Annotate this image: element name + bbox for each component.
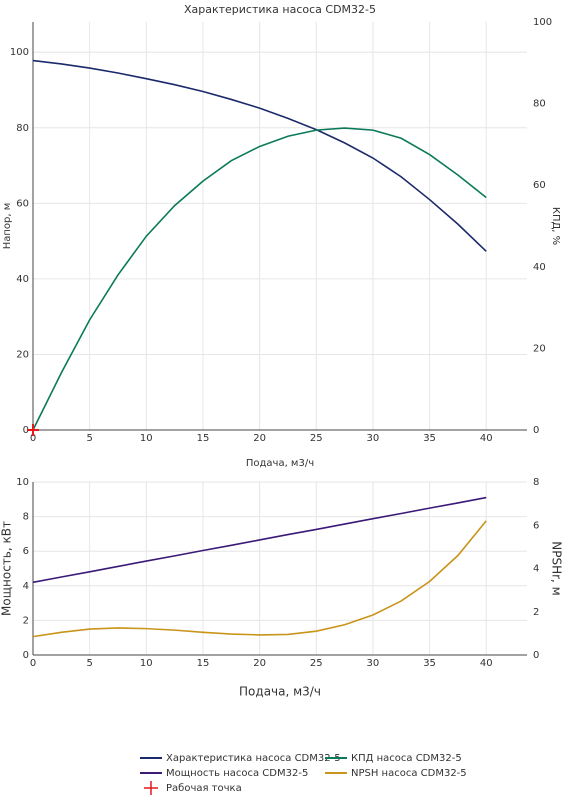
legend-label: Мощность насоса CDM32-5	[166, 768, 308, 779]
y-tick-label: 2	[23, 615, 29, 626]
x-tick-label: 15	[197, 433, 210, 444]
x-tick-label: 15	[197, 658, 210, 669]
y-tick-label: 0	[23, 650, 29, 661]
x-tick-label: 5	[86, 433, 92, 444]
y2-tick-label: 0	[533, 425, 539, 436]
x-tick-label: 5	[86, 658, 92, 669]
x-tick-label: 20	[253, 658, 266, 669]
x-tick-label: 35	[423, 433, 436, 444]
working-point	[27, 424, 39, 436]
series-line	[32, 127, 487, 431]
legend-label: Характеристика насоса CDM32-5	[166, 753, 341, 764]
y-tick-label: 100	[10, 47, 29, 58]
y-tick-label: 20	[16, 349, 29, 360]
y2-tick-label: 80	[533, 99, 546, 110]
x-tick-label: 30	[367, 658, 380, 669]
y-tick-label: 10	[16, 477, 29, 488]
y-tick-label: 80	[16, 123, 29, 134]
series-line	[32, 59, 487, 252]
legend-label: Рабочая точка	[166, 783, 242, 794]
y2-tick-label: 60	[533, 180, 546, 191]
x-tick-label: 35	[423, 658, 436, 669]
x-tick-label: 0	[30, 433, 36, 444]
y2-axis-label: КПД, %	[550, 207, 561, 245]
y-tick-label: 4	[23, 581, 29, 592]
x-axis-label: Подача, м3/ч	[246, 458, 314, 469]
y-axis-label: Напор, м	[2, 203, 13, 250]
series-line	[32, 520, 487, 638]
x-tick-label: 40	[480, 658, 493, 669]
legend-label: NPSH насоса CDM32-5	[351, 768, 467, 779]
x-tick-label: 10	[140, 658, 153, 669]
x-tick-label: 25	[310, 658, 323, 669]
legend-label: КПД насоса CDM32-5	[351, 753, 462, 764]
y2-tick-label: 4	[533, 564, 539, 575]
y-tick-label: 60	[16, 198, 29, 209]
y2-tick-label: 2	[533, 607, 539, 618]
y2-tick-label: 40	[533, 262, 546, 273]
y2-tick-label: 0	[533, 650, 539, 661]
x-tick-label: 20	[253, 433, 266, 444]
x-tick-label: 25	[310, 433, 323, 444]
x-tick-label: 10	[140, 433, 153, 444]
y-tick-label: 0	[23, 425, 29, 436]
x-tick-label: 30	[367, 433, 380, 444]
legend-symbol	[144, 781, 158, 795]
y2-tick-label: 6	[533, 520, 539, 531]
y2-tick-label: 20	[533, 343, 546, 354]
y2-axis-label: NPSHr, м	[550, 541, 563, 595]
y-tick-label: 6	[23, 546, 29, 557]
y-tick-label: 40	[16, 274, 29, 285]
y2-tick-label: 8	[533, 477, 539, 488]
series-line	[32, 496, 487, 584]
x-tick-label: 0	[30, 658, 36, 669]
x-axis-label: Подача, м3/ч	[239, 685, 321, 699]
y-axis-label: Мощность, кВт	[0, 521, 14, 616]
chart-title: Характеристика насоса CDM32-5	[184, 3, 376, 16]
x-tick-label: 40	[480, 433, 493, 444]
y2-tick-label: 100	[533, 17, 552, 28]
y-tick-label: 8	[23, 512, 29, 523]
